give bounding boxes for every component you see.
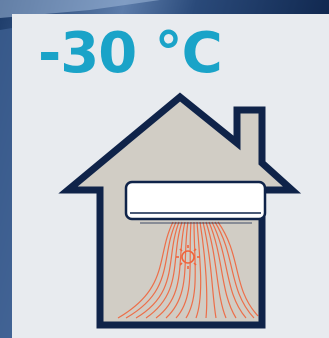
sun-icon	[176, 245, 200, 269]
heat-waves-icon	[117, 221, 259, 319]
temperature-label: -30 °C	[38, 21, 223, 86]
air-conditioner-icon	[124, 180, 267, 224]
